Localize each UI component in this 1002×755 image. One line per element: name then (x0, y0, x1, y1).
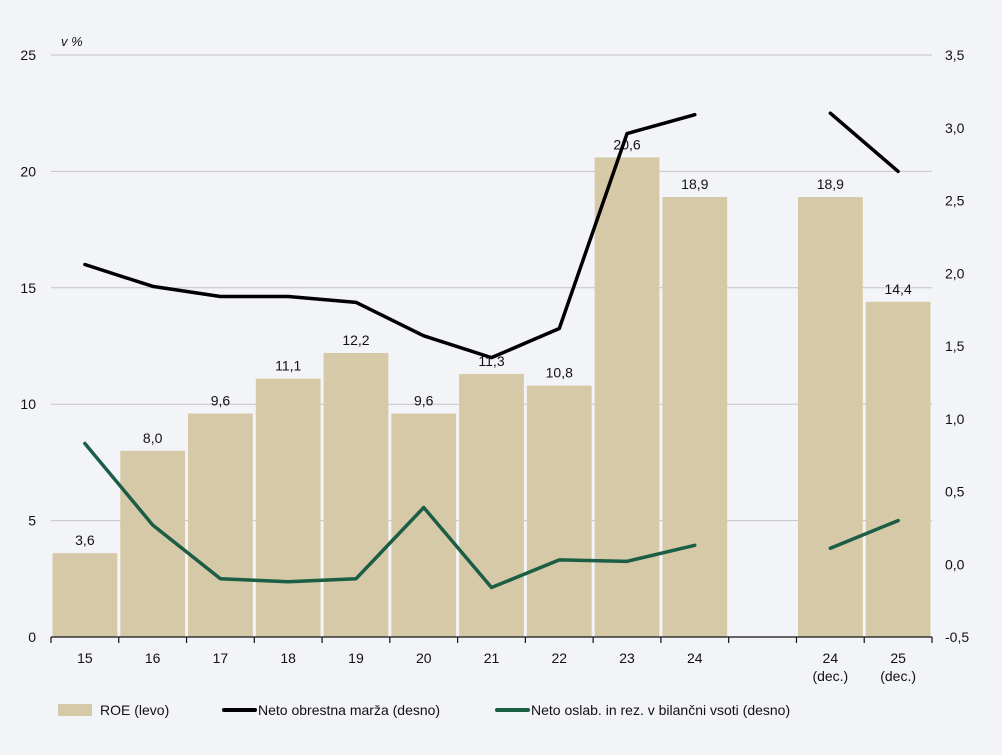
x-axis-category-label: 21 (484, 650, 500, 666)
legend-label-roe: ROE (levo) (100, 702, 170, 718)
axes: 0 5 10 15 20 25 -0,5 0,0 0,5 1,0 1,5 2,0 2,5 3,0 3,5 15… (20, 47, 969, 684)
roe-bar-value-label: 14,4 (884, 281, 911, 297)
x-axis-category-label: 20 (416, 650, 432, 666)
right-axis-tick-label: 0,5 (945, 484, 965, 500)
left-axis-tick-label: 5 (28, 513, 36, 529)
left-axis-tick-label: 25 (20, 47, 36, 63)
legend-swatch-impairments (495, 708, 530, 712)
nim-line (83, 112, 697, 360)
impairments-line (83, 441, 697, 590)
legend-item-nim: Neto obrestna marža (desno) (222, 702, 440, 718)
series-lines (83, 111, 900, 590)
x-axis-category-label: 24 (687, 650, 703, 666)
x-axis-category-label: 15 (77, 650, 93, 666)
roe-bar (865, 301, 931, 637)
gridlines (51, 54, 932, 522)
roe-bar-value-label: 10,8 (546, 365, 573, 381)
right-axis-tick-label: 2,0 (945, 265, 965, 281)
left-axis-tick-label: 15 (20, 280, 36, 296)
right-axis-tick-label: 1,5 (945, 338, 965, 354)
roe-bar (459, 373, 524, 637)
roe-bar-value-label: 9,6 (211, 393, 231, 409)
legend-label-nim: Neto obrestna marža (desno) (258, 702, 441, 718)
legend-label-impairments: Neto oslab. in rez. v bilančni vsoti (de… (531, 702, 791, 718)
left-axis-tick-label: 0 (28, 629, 36, 645)
x-axis-category-label: 19 (348, 650, 364, 666)
x-axis-category-label: 18 (280, 650, 296, 666)
legend-swatch-roe (58, 704, 92, 716)
roe-bar-value-label: 8,0 (143, 430, 163, 446)
x-axis-category-label: 16 (145, 650, 161, 666)
roe-bar (797, 197, 863, 637)
right-axis-tick-label: 2,5 (945, 193, 965, 209)
roe-bar-value-label: 18,9 (817, 176, 844, 192)
chart: 3,68,09,611,112,29,611,310,820,618,9 18,9… (20, 34, 969, 684)
roe-bar-value-label: 12,2 (342, 332, 369, 348)
left-axis-tick-label: 10 (20, 396, 36, 412)
impairments-line (828, 518, 900, 550)
roe-bar (323, 352, 389, 637)
roe-bar-value-label: 18,9 (681, 176, 708, 192)
roe-bar-value-label: 3,6 (75, 532, 95, 548)
roe-bar (52, 553, 118, 637)
x-axis-category-label: 24 (dec.) (812, 650, 848, 684)
right-axis-tick-label: 0,0 (945, 556, 965, 572)
roe-bar (255, 378, 321, 637)
roe-bar-value-label: 9,6 (414, 393, 434, 409)
legend-item-roe: ROE (levo) (58, 702, 169, 718)
roe-bar-value-label: 11,1 (275, 358, 301, 374)
right-axis-tick-label: 3,5 (945, 47, 965, 63)
legend: ROE (levo) Neto obrestna marža (desno) N… (0, 702, 1002, 722)
right-axis-tick-label: 1,0 (945, 411, 965, 427)
roe-bars (52, 157, 931, 637)
roe-bar-value-label: 20,6 (613, 136, 640, 152)
x-axis-category-label: 25 (dec.) (880, 650, 916, 684)
roe-bar (662, 197, 728, 637)
roe-bar (594, 157, 660, 637)
roe-bar-labels: 3,68,09,611,112,29,611,310,820,618,9 18,9… (75, 136, 912, 548)
roe-bar (526, 385, 592, 637)
legend-swatch-nim (222, 708, 257, 712)
unit-label: v % (61, 34, 83, 49)
roe-bar (188, 413, 253, 637)
left-axis-tick-label: 20 (20, 163, 36, 179)
right-axis-tick-label: -0,5 (945, 629, 969, 645)
x-axis-category-label: 17 (213, 650, 229, 666)
roe-bar (391, 413, 457, 637)
x-axis-category-label: 23 (619, 650, 635, 666)
right-axis-tick-label: 3,0 (945, 120, 965, 136)
legend-item-impairments: Neto oslab. in rez. v bilančni vsoti (de… (495, 702, 790, 718)
nim-line (828, 111, 900, 174)
x-axis-category-label: 22 (551, 650, 567, 666)
